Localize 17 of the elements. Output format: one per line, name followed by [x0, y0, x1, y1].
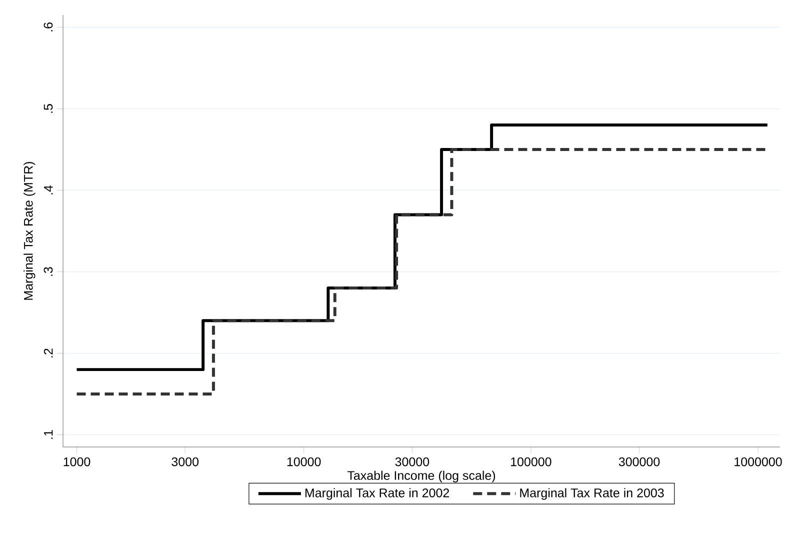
legend-label: Marginal Tax Rate in 2003	[520, 488, 664, 500]
x-tick-label: 1000000	[734, 457, 782, 466]
x-tick-label: 300000	[618, 457, 660, 466]
y-tick-label: .1	[44, 430, 53, 439]
x-tick-label: 100000	[511, 457, 552, 466]
x-axis-title: Taxable Income (log scale)	[347, 470, 496, 482]
y-tick-label: .2	[44, 348, 53, 358]
y-axis-title: Marginal Tax Rate (MTR)	[24, 162, 36, 300]
y-tick-label: .5	[44, 104, 53, 113]
y-tick-label: .6	[44, 22, 53, 32]
x-tick-label: 10000	[287, 457, 321, 466]
x-tick-label: 30000	[395, 457, 430, 466]
y-tick-label: .3	[44, 267, 53, 276]
x-tick-label: 1000	[64, 457, 90, 466]
x-tick-label: 3000	[172, 457, 199, 466]
legend-label: Marginal Tax Rate in 2002	[305, 488, 450, 500]
y-tick-label: .4	[44, 185, 53, 194]
